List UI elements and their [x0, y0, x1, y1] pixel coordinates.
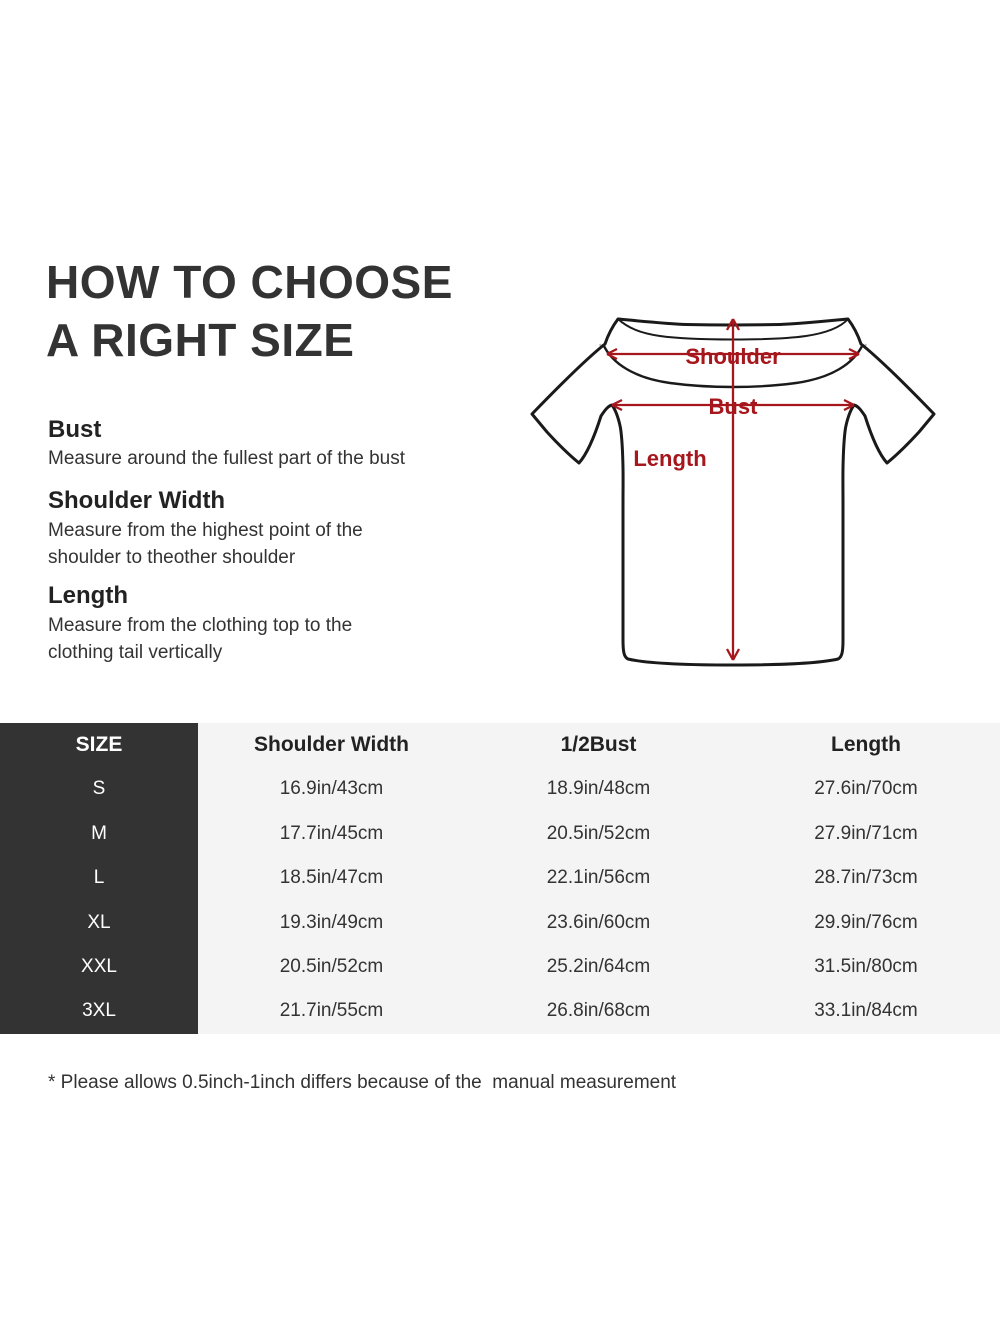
svg-text:Length: Length: [633, 446, 706, 471]
svg-text:Bust: Bust: [709, 394, 759, 419]
svg-text:Shoulder: Shoulder: [685, 344, 781, 369]
